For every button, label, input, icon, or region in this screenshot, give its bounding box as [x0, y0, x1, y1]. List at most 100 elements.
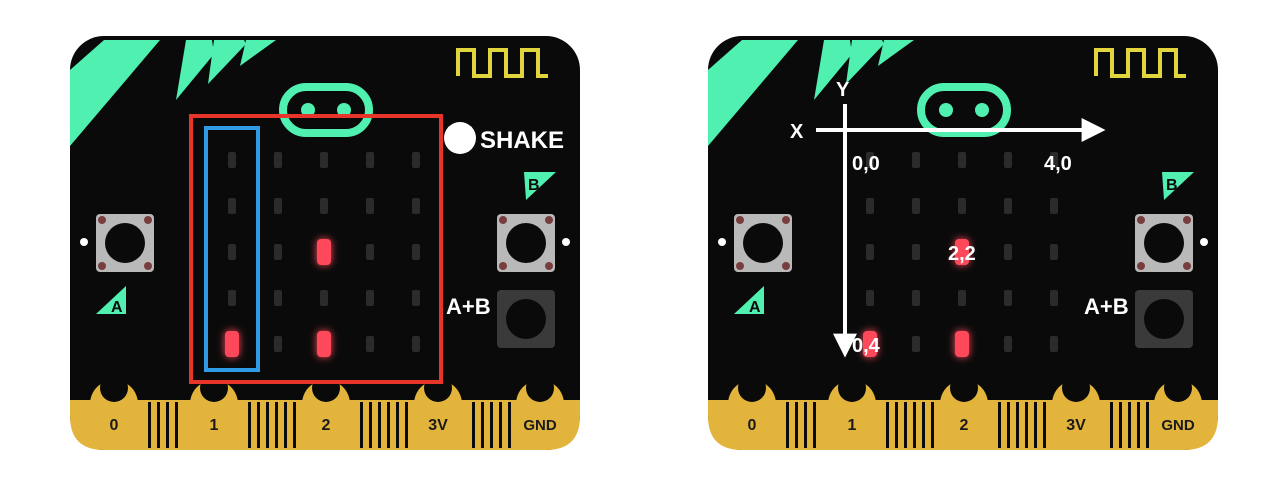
- connector-stripe: [1016, 402, 1019, 448]
- led-off-0-3: [228, 290, 236, 306]
- connector-stripe: [472, 402, 475, 448]
- connector-stripe: [804, 402, 807, 448]
- pin-pad-GND[interactable]: [1154, 380, 1202, 450]
- pin-pad-1[interactable]: [190, 380, 238, 450]
- led-on-2-4: [955, 331, 969, 357]
- button-ab-cap: [1144, 299, 1184, 339]
- pin-pad-3V[interactable]: [1052, 380, 1100, 450]
- led-off-3-4: [366, 336, 374, 352]
- corner-stripe-decoration: [70, 40, 160, 146]
- led-off-4-3: [412, 290, 420, 306]
- connector-stripe: [148, 402, 151, 448]
- pin-pad-0[interactable]: [728, 380, 776, 450]
- pin-label-2: 2: [322, 417, 331, 434]
- button-ab-label: A+B: [446, 294, 491, 319]
- pin-label-GND: GND: [523, 417, 557, 434]
- connector-stripe: [293, 402, 296, 448]
- connector-stripe: [1128, 402, 1131, 448]
- led-on-2-2: [317, 239, 331, 265]
- led-off-0-2: [866, 244, 874, 260]
- led-off-0-1: [866, 198, 874, 214]
- pin-pad-1[interactable]: [828, 380, 876, 450]
- button-b-dot: [1200, 238, 1208, 246]
- pin-hole: [200, 374, 228, 402]
- edge-connector-stripes: [148, 402, 511, 448]
- button-b-marker-icon: [1162, 172, 1194, 200]
- pin-label-2: 2: [960, 417, 969, 434]
- pin-label-GND: GND: [1161, 417, 1195, 434]
- led-off-4-1: [412, 198, 420, 214]
- pin-pad-0[interactable]: [90, 380, 138, 450]
- pin-hole: [312, 374, 340, 402]
- led-matrix: [863, 152, 1058, 357]
- led-on-2-2: [955, 239, 969, 265]
- led-off-3-3: [1004, 290, 1012, 306]
- face-logo-eye: [301, 103, 315, 117]
- pin-pad-2[interactable]: [302, 380, 350, 450]
- led-off-3-3: [366, 290, 374, 306]
- face-logo: [279, 83, 373, 137]
- button-a-dot: [80, 238, 88, 246]
- led-off-3-0: [1004, 152, 1012, 168]
- connector-stripe: [499, 402, 502, 448]
- led-off-1-3: [274, 290, 282, 306]
- pin-hole: [526, 374, 554, 402]
- button-b-label: B: [528, 177, 540, 194]
- led-off-3-0: [366, 152, 374, 168]
- pin-label-0: 0: [748, 417, 757, 434]
- led-column-highlight-frame: [204, 126, 260, 372]
- connector-stripe: [1007, 402, 1010, 448]
- connector-stripe: [931, 402, 934, 448]
- connector-stripe: [387, 402, 390, 448]
- pin-pads: 0 1 2 3V GND: [90, 374, 564, 450]
- microbit-board-left: SHAKE A B A+B 0 1 2 3V GND: [70, 36, 580, 450]
- connector-stripe: [360, 402, 363, 448]
- pin-pad-3V[interactable]: [414, 380, 462, 450]
- pin-pad-GND[interactable]: [516, 380, 564, 450]
- connector-stripe: [913, 402, 916, 448]
- coord-label-4-0: 4,0: [1044, 153, 1072, 175]
- led-off-0-0: [228, 152, 236, 168]
- pin-label-1: 1: [210, 417, 219, 434]
- connector-stripe: [904, 402, 907, 448]
- pin-hole: [100, 374, 128, 402]
- pin-hole: [950, 374, 978, 402]
- connector-stripe: [378, 402, 381, 448]
- led-off-1-1: [912, 198, 920, 214]
- led-off-2-3: [320, 290, 328, 306]
- face-logo: [917, 83, 1011, 137]
- pin-label-0: 0: [110, 417, 119, 434]
- button-a-marker-icon: [96, 286, 126, 314]
- led-off-3-1: [1004, 198, 1012, 214]
- led-off-4-0: [1050, 152, 1058, 168]
- led-matrix-highlight-frame: [189, 114, 443, 384]
- pin-hole: [838, 374, 866, 402]
- connector-stripe: [275, 402, 278, 448]
- button-a-marker-icon: [734, 286, 764, 314]
- button-a-label: A: [111, 299, 123, 316]
- y-axis-label: Y: [836, 79, 850, 101]
- connector-stripe: [490, 402, 493, 448]
- button-b-dot: [562, 238, 570, 246]
- button-b-cap: [506, 223, 546, 263]
- led-off-2-3: [958, 290, 966, 306]
- pin-pads: 0 1 2 3V GND: [728, 374, 1202, 450]
- led-off-2-0: [320, 152, 328, 168]
- x-axis-label: X: [790, 121, 804, 143]
- edge-connector-stripes: [786, 402, 1149, 448]
- connector-stripe: [1110, 402, 1113, 448]
- led-off-4-2: [1050, 244, 1058, 260]
- corner-stripe-decoration: [846, 40, 884, 84]
- connector-stripe: [248, 402, 251, 448]
- corner-stripe-decoration: [708, 40, 798, 146]
- connector-stripe: [157, 402, 160, 448]
- led-off-1-4: [912, 336, 920, 352]
- button-a-cap: [743, 223, 783, 263]
- button-a-cap: [105, 223, 145, 263]
- pin-pad-2[interactable]: [940, 380, 988, 450]
- led-off-4-4: [412, 336, 420, 352]
- pin-label-1: 1: [848, 417, 857, 434]
- pin-hole: [424, 374, 452, 402]
- led-off-1-4: [274, 336, 282, 352]
